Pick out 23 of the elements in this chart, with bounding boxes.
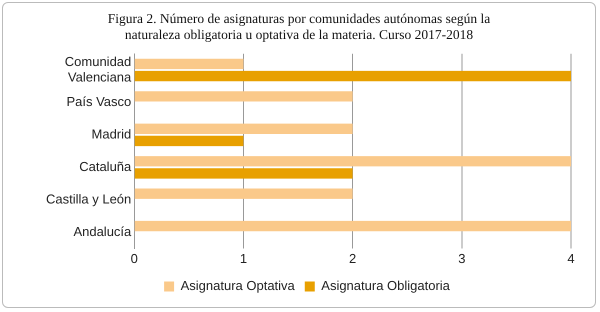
chart-title: Figura 2. Número de asignaturas por comunidades autónomas según la naturaleza obligatoria u optativa de la materia. Curso 2017-2018 xyxy=(106,11,492,43)
bar xyxy=(134,156,571,166)
x-tick-label: 1 xyxy=(240,250,248,266)
legend-label: Asignatura Optativa xyxy=(180,278,296,294)
bar xyxy=(134,58,244,70)
legend-label: Asignatura Obligatoria xyxy=(321,278,451,294)
x-tick-label: 2 xyxy=(349,250,356,266)
x-tick-label: 3 xyxy=(458,250,466,266)
bar xyxy=(134,168,353,179)
y-tick-label: Andalucía xyxy=(73,224,132,239)
y-tick-label: País Vasco xyxy=(66,94,132,110)
x-tick-label: 4 xyxy=(567,250,575,266)
bar xyxy=(134,220,571,232)
y-tick-label: Castilla y León xyxy=(46,191,132,206)
y-tick-label: Madrid xyxy=(92,126,132,142)
x-tick-label: 0 xyxy=(130,250,138,266)
bar xyxy=(134,136,244,146)
bar xyxy=(134,124,353,134)
y-tick-label: Comunidad Valenciana xyxy=(64,54,132,84)
y-tick-label: Cataluña xyxy=(79,158,132,174)
bar xyxy=(134,70,571,82)
bar xyxy=(134,188,353,199)
bar xyxy=(134,91,353,102)
